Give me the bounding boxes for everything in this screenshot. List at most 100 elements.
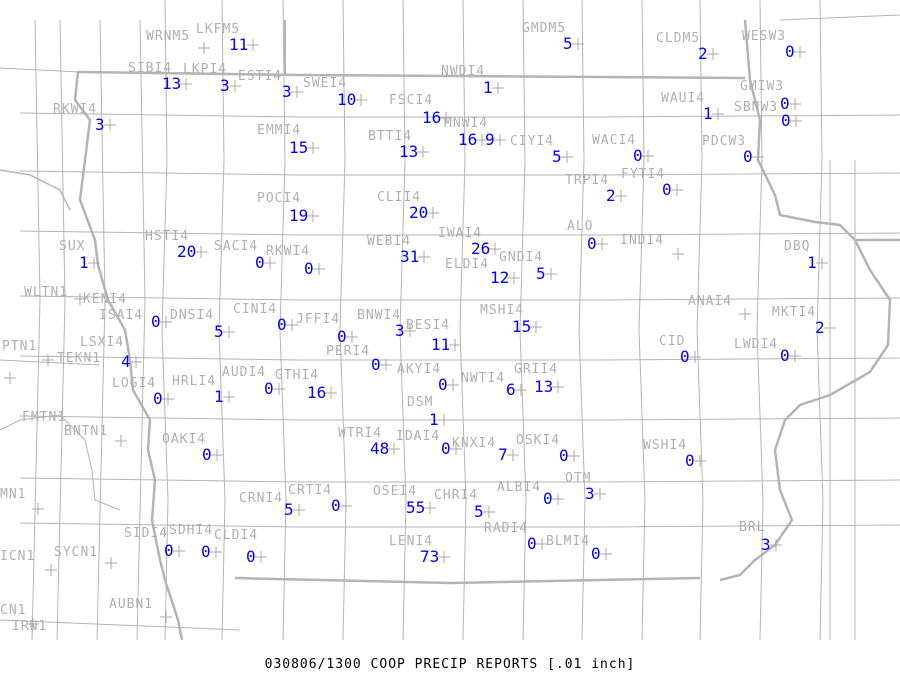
county-line [399,0,407,640]
station-marker-plus-icon [286,319,298,331]
precip-value: 5 [474,502,484,521]
precip-value: 2 [606,186,616,205]
station-label: ESTI4 [238,69,283,84]
station-label: BNTN1 [64,424,109,439]
precip-value: 16 [422,108,442,127]
precip-value: 15 [289,138,309,157]
county-line [96,19,106,640]
precip-value: 3 [585,484,595,503]
station-marker-plus-icon [223,391,235,403]
precip-value: 0 [201,542,211,561]
precip-value: 0 [743,147,753,166]
station-label: WESW3 [742,29,787,44]
county-line [0,359,101,366]
station-marker-plus-icon [195,246,207,258]
precip-value: 6 [506,380,516,399]
station-label: LKPI4 [183,62,228,77]
precip-value: 1 [807,253,817,272]
county-line [279,0,287,640]
platte-river [0,414,121,511]
station-marker-plus-icon [417,146,429,158]
precip-value: 16 [458,130,478,149]
station-label: AUDI4 [222,365,267,380]
station-marker-plus-icon [494,134,506,146]
precip-value: 0 [780,94,790,113]
station-label: CIYI4 [510,134,555,149]
station-label: SBNW3 [734,100,779,115]
station-label: DBQ [784,239,811,254]
precip-value: 3 [282,82,292,101]
station-marker-plus-icon [355,94,367,106]
precip-value: 9 [485,130,495,149]
station-marker-plus-icon [440,112,452,124]
station-label: SYCN1 [54,545,99,560]
precip-value: 0 [441,439,451,458]
station-marker-plus-icon [790,115,802,127]
precip-value: 0 [785,42,795,61]
precip-value: 0 [438,375,448,394]
precip-value: 1 [214,387,224,406]
station-label: CHRI4 [434,488,479,503]
station-label: PDCW3 [702,134,747,149]
precip-value: 0 [543,489,553,508]
station-marker-plus-icon [264,257,276,269]
station-marker-plus-icon [594,488,606,500]
station-marker-plus-icon [561,151,573,163]
station-label: JFFI4 [296,312,341,327]
station-marker-plus-icon [600,548,612,560]
station-marker-plus-icon [32,503,44,515]
station-marker-plus-icon [27,618,39,630]
station-marker-plus-icon [255,551,267,563]
station-label: SIDI4 [124,526,169,541]
station-marker-plus-icon [438,551,450,563]
station-label: SDHI4 [169,523,214,538]
station-label: WTRI4 [338,426,383,441]
station-marker-plus-icon [307,142,319,154]
station-label: WEBI4 [367,234,412,249]
station-marker-plus-icon [160,316,172,328]
station-marker-plus-icon [694,455,706,467]
station-label: FMTN1 [22,410,67,425]
station-marker-plus-icon [104,119,116,131]
county-line [19,522,900,528]
station-marker-plus-icon [313,263,325,275]
county-line [459,0,467,640]
mississippi-river [743,19,900,242]
county-line [756,0,764,640]
station-marker-plus-icon [293,504,305,516]
station-label: BESI4 [406,318,451,333]
station-marker-plus-icon [568,450,580,462]
precip-value: 0 [587,234,597,253]
station-label: NWDI4 [441,64,486,79]
precip-value: 0 [591,544,601,563]
station-label: ISAI4 [99,308,144,323]
county-line [578,0,586,640]
station-label: GMIW3 [740,79,785,94]
station-marker-plus-icon [615,190,627,202]
station-marker-plus-icon [115,435,127,447]
precip-value: 0 [633,146,643,165]
station-label: DSM [407,395,434,410]
precip-value: 5 [536,264,546,283]
station-label: CID [659,334,686,349]
precip-value: 0 [337,327,347,346]
station-marker-plus-icon [689,351,701,363]
station-marker-plus-icon [180,78,192,90]
station-label: SIBI4 [128,61,173,76]
station-marker-plus-icon [404,325,416,337]
station-label: LSXI4 [80,335,125,350]
station-marker-plus-icon [545,268,557,280]
precip-value: 19 [289,206,309,225]
precip-value: 15 [512,317,532,336]
precip-value: 0 [277,315,287,334]
county-line [696,0,704,640]
station-marker-plus-icon [88,257,100,269]
station-marker-plus-icon [130,356,142,368]
station-label: SWEI4 [303,76,348,91]
station-marker-plus-icon [824,322,836,334]
station-label: SUX [59,239,86,254]
precip-value: 3 [395,321,405,340]
county-line [19,230,900,236]
precip-value: 5 [552,147,562,166]
station-label: IDAI4 [396,429,441,444]
